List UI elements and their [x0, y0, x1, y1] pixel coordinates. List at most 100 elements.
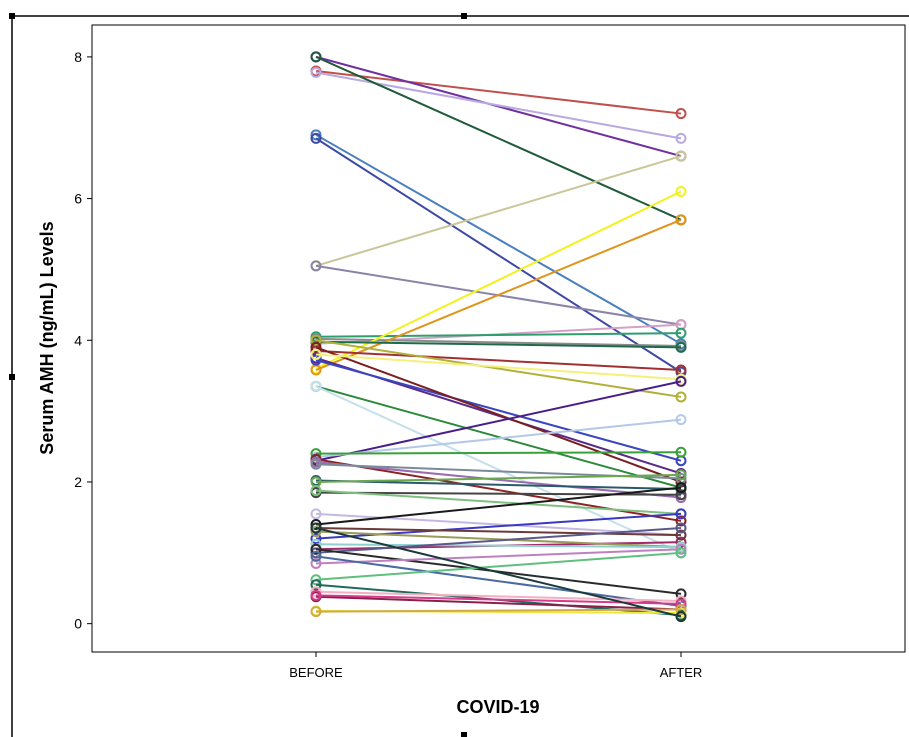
resize-handle-bottom-middle[interactable]	[461, 732, 467, 737]
series-33-line	[315, 486, 682, 526]
series-46-line	[315, 595, 682, 611]
series-22-line	[315, 380, 682, 462]
series-29-point-after	[675, 469, 687, 481]
series-0-line	[315, 70, 682, 115]
series-13-point-after	[675, 341, 687, 353]
series-32-point-before	[310, 508, 322, 520]
y-axis-label: Serum AMH (ng/mL) Levels	[37, 221, 57, 454]
series-28-line	[315, 479, 682, 491]
y-tick-label-3: 6	[74, 191, 82, 207]
series-30-point-after	[675, 489, 687, 501]
series-9-point-after	[675, 327, 687, 339]
series-2-point-before	[310, 66, 322, 78]
series-40-point-before	[310, 543, 322, 555]
series-47-point-before	[310, 589, 322, 601]
series-7-point-before	[310, 260, 322, 272]
series-24-line	[315, 451, 682, 455]
series-18-line	[315, 346, 682, 483]
series-50-point-before	[310, 522, 322, 534]
series-24-point-after	[675, 446, 687, 458]
series-42-line	[315, 555, 682, 607]
plot-area	[91, 24, 906, 653]
series-37-point-after	[675, 529, 687, 541]
series-17-line	[315, 359, 682, 462]
series-50-line	[315, 527, 682, 618]
series-19-line	[315, 353, 682, 381]
series-38-line	[315, 543, 682, 549]
series-19-point-before	[310, 348, 322, 360]
x-axis: BEFORE AFTER	[289, 652, 702, 680]
series-4-line	[315, 133, 682, 345]
y-tick-label-0: 0	[74, 616, 82, 632]
series-6-point-after	[675, 150, 687, 162]
series-43	[310, 547, 687, 586]
series-45-line	[315, 590, 682, 602]
series-25-point-after	[675, 515, 687, 527]
series-43-point-after	[675, 547, 687, 559]
series-14-line	[315, 349, 682, 372]
x-axis-label: COVID-19	[456, 697, 539, 717]
series-22-point-after	[675, 375, 687, 387]
series-21-line	[315, 385, 682, 554]
series-21-point-before	[310, 380, 322, 392]
series-20-line	[315, 385, 682, 489]
series-33-point-after	[675, 482, 687, 494]
series-49-point-after	[675, 603, 687, 615]
series-39-point-after	[675, 522, 687, 534]
series-3-line	[315, 55, 682, 221]
series-15-line	[315, 339, 682, 398]
series-50	[310, 522, 687, 623]
y-axis: 0 2 4 6 8	[74, 49, 92, 632]
series-44-point-before	[310, 579, 322, 591]
series-11-point-after	[675, 185, 687, 197]
series-41	[310, 543, 687, 569]
series-34-point-before	[310, 533, 322, 545]
series-17-point-before	[310, 354, 322, 366]
series-26-line	[315, 461, 682, 499]
series-23-point-after	[675, 414, 687, 426]
series-15-point-after	[675, 391, 687, 403]
y-tick-label-4: 8	[74, 49, 82, 65]
series-49-point-before	[310, 606, 322, 618]
series-12-point-after	[675, 214, 687, 226]
series-2-point-after	[675, 132, 687, 144]
series-29-line	[315, 473, 682, 483]
series-49-line	[315, 608, 682, 613]
series-42-point-before	[310, 550, 322, 562]
resize-handle-middle-left[interactable]	[9, 374, 15, 380]
series-31-point-before	[310, 484, 322, 496]
series-15-point-before	[310, 334, 322, 346]
series-43-point-before	[310, 574, 322, 586]
series-39-line	[315, 527, 682, 554]
x-tick-label-1: AFTER	[660, 665, 703, 680]
series-36-point-before	[310, 526, 322, 538]
series-49	[310, 603, 687, 618]
series-12-line	[315, 218, 682, 371]
series-11-line	[315, 190, 682, 370]
series-9-line	[315, 332, 682, 338]
series-50-point-after	[675, 611, 687, 623]
series-23-line	[315, 418, 682, 459]
series-0-point-after	[675, 108, 687, 120]
series-3-point-before	[310, 51, 322, 63]
resize-handle-top-middle[interactable]	[461, 13, 467, 19]
series-1-line	[315, 55, 682, 158]
series-5-point-before	[310, 132, 322, 144]
series-48-point-after	[675, 607, 687, 619]
resize-handle-top-left[interactable]	[9, 13, 15, 19]
series-15	[310, 334, 687, 403]
series-6-line	[315, 155, 682, 267]
series-37-line	[315, 527, 682, 537]
series-36-line	[315, 530, 682, 549]
series-43-line	[315, 551, 682, 581]
series-27-point-before	[310, 458, 322, 470]
x-tick-label-0: BEFORE	[289, 665, 343, 680]
series-13-line	[315, 340, 682, 349]
series-18-point-before	[310, 341, 322, 353]
series-group	[310, 51, 687, 623]
y-tick-label-2: 4	[74, 332, 82, 348]
series-34-point-after	[675, 508, 687, 520]
series-31-line	[315, 489, 682, 515]
series-41-line	[315, 548, 682, 565]
